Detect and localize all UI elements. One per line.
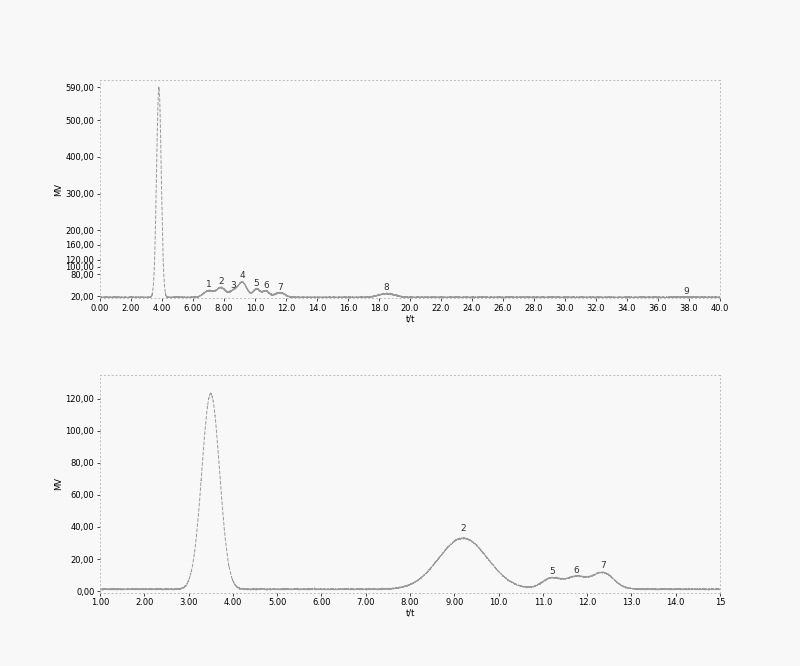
Text: 7: 7 [277, 282, 282, 292]
Text: 5: 5 [549, 567, 554, 576]
Text: 8: 8 [384, 283, 390, 292]
Y-axis label: MV: MV [54, 182, 62, 196]
Text: 5: 5 [254, 278, 259, 288]
Text: 1: 1 [206, 280, 211, 289]
Text: 4: 4 [240, 271, 246, 280]
Text: 9: 9 [683, 287, 689, 296]
Y-axis label: MV: MV [54, 477, 62, 490]
Text: 3: 3 [230, 281, 236, 290]
Text: 2: 2 [460, 524, 466, 533]
Text: 6: 6 [573, 566, 579, 575]
X-axis label: t/t: t/t [406, 609, 414, 617]
Text: 7: 7 [600, 561, 606, 570]
Text: 6: 6 [263, 281, 269, 290]
Text: 2: 2 [218, 277, 224, 286]
X-axis label: t/t: t/t [406, 314, 414, 323]
